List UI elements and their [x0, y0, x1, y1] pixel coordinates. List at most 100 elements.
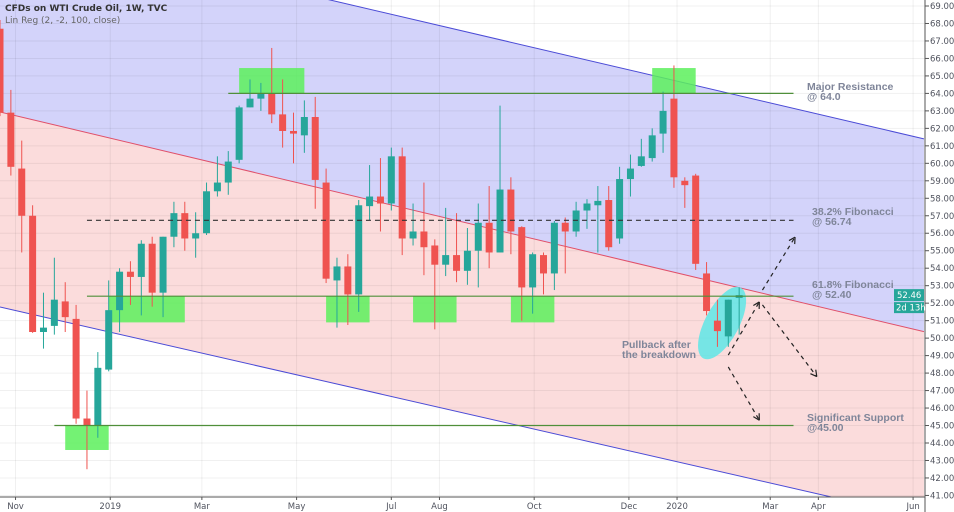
candle-body [116, 271, 124, 311]
candle [583, 199, 591, 229]
candle-body [0, 28, 4, 113]
candle [681, 177, 689, 208]
price-tick-label: 66.00 [930, 54, 954, 64]
candle-body [387, 156, 395, 204]
price-tick-label: 54.00 [930, 264, 954, 274]
candle-body [463, 250, 471, 271]
candle-body [268, 93, 276, 115]
price-tick-label: 51.00 [930, 317, 954, 327]
candle [387, 147, 395, 211]
candle-body [300, 116, 308, 136]
candle-body [616, 179, 624, 239]
candle [279, 79, 287, 148]
candle-body [344, 266, 352, 295]
candle [463, 227, 471, 285]
pullback-annotation: Pullback after [622, 339, 691, 351]
candle-body [29, 215, 37, 333]
candle [29, 205, 37, 333]
candle [203, 182, 211, 235]
candle-body [518, 227, 526, 288]
candle [126, 261, 134, 305]
candle-body [50, 299, 58, 326]
candle-body [7, 112, 15, 167]
candle [637, 138, 645, 167]
candle [485, 186, 493, 269]
candle [648, 128, 656, 162]
time-tick-label: Dec [621, 502, 638, 512]
last-price-value: 52.46 [897, 291, 921, 301]
price-tick-label: 55.00 [930, 247, 954, 257]
time-tick-label: Mar [194, 502, 211, 512]
candle [137, 240, 145, 316]
arrow-head [815, 369, 818, 377]
price-tick-label: 67.00 [930, 37, 954, 47]
candle [159, 236, 167, 318]
arrow-head [753, 301, 760, 307]
candle [116, 268, 124, 333]
price-tick-label: 61.00 [930, 142, 954, 152]
candle [561, 217, 569, 274]
candle-body [366, 196, 374, 207]
candle-body [279, 114, 287, 131]
time-tick-label: Jul [385, 502, 396, 512]
price-tick-label: 52.00 [930, 299, 954, 309]
candle [268, 47, 276, 124]
candle-body [355, 205, 363, 295]
candle-body [420, 231, 428, 248]
price-tick-label: 56.00 [930, 229, 954, 239]
candle-body [594, 200, 602, 206]
candle-body [670, 98, 678, 178]
candle [39, 292, 47, 349]
candle [83, 390, 91, 470]
candle [431, 239, 439, 330]
candle-body [39, 327, 47, 333]
projection-arrow [761, 236, 796, 291]
candle [420, 182, 428, 276]
candle [572, 201, 580, 237]
candle [442, 207, 450, 277]
candle-body [540, 255, 547, 274]
candle-body [398, 156, 406, 239]
price-tick-label: 41.00 [930, 491, 954, 501]
price-tick-label: 65.00 [930, 72, 954, 82]
level-annotation-value: @45.00 [807, 422, 844, 434]
price-tick-label: 47.00 [930, 387, 954, 397]
candle [322, 168, 330, 284]
candle-body [257, 93, 265, 99]
level-annotation-title: 61.8% Fibonacci [812, 279, 894, 291]
candle-body [83, 418, 91, 426]
time-tick-label: Aug [431, 502, 448, 512]
candle [257, 82, 265, 111]
candle-body [648, 135, 656, 159]
candle [453, 213, 461, 283]
price-tick-label: 43.00 [930, 456, 954, 466]
candle-body [681, 180, 689, 186]
candle-body [376, 196, 384, 204]
arrow-head [810, 373, 818, 378]
candle [72, 304, 80, 424]
candle-body [235, 107, 243, 160]
candle [376, 158, 384, 232]
price-tick-label: 62.00 [930, 124, 954, 134]
candle-body [485, 222, 493, 253]
candle-body [431, 245, 439, 265]
candle [616, 166, 624, 244]
channel-lower-fill [0, 111, 924, 497]
price-tick-label: 45.00 [930, 422, 954, 432]
candle [300, 100, 308, 153]
candle [474, 203, 482, 288]
candle-body [442, 255, 450, 265]
candle-body [692, 175, 700, 264]
candle-body [137, 243, 145, 277]
candle-body [529, 254, 537, 288]
bar-countdown: 2d 13h [896, 304, 926, 314]
candle-body [637, 156, 645, 166]
projection-arrow-line [727, 366, 760, 421]
candle [529, 252, 537, 314]
candle [0, 19, 4, 117]
time-tick-label: Oct [527, 502, 542, 512]
candle [398, 147, 406, 256]
level-annotation-value: @ 64.0 [807, 91, 841, 103]
pullback-highlight-ellipse [698, 286, 747, 360]
